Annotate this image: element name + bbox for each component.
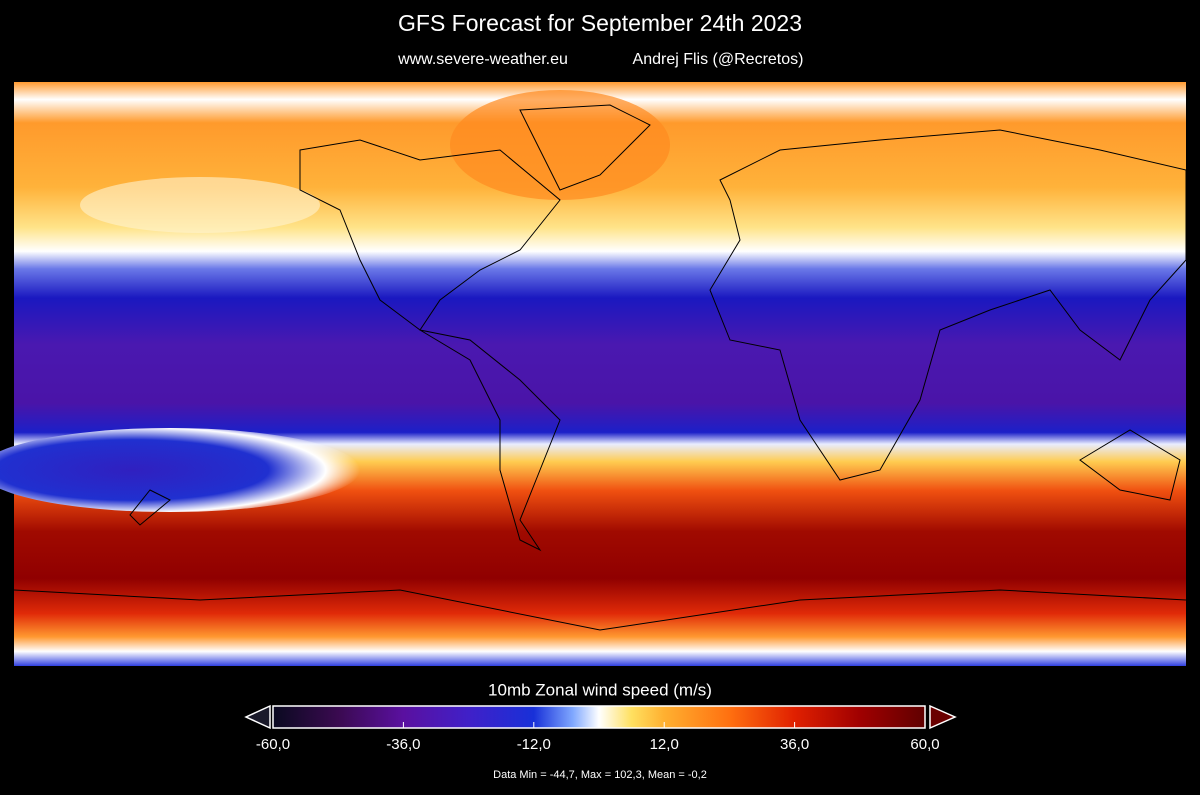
coastlines: [13, 104, 1187, 631]
wind-anomaly: [80, 177, 320, 233]
wind-anomaly: [0, 428, 360, 512]
colorbar-extend-high: [929, 704, 957, 730]
colorbar-tick-label: -12,0: [517, 736, 551, 753]
wind-anomaly: [450, 90, 670, 200]
colorbar-tick-label: 12,0: [650, 736, 679, 753]
colorbar-tick-label: -36,0: [386, 736, 420, 753]
stats: Data Min = -44,7, Max = 102,3, Mean = -0…: [493, 769, 707, 781]
colorbar-tick-label: -60,0: [256, 736, 290, 753]
colorbar-tick-label: 36,0: [780, 736, 809, 753]
map: [0, 82, 1187, 666]
title: GFS Forecast for September 24th 2023: [398, 10, 802, 36]
site: www.severe-weather.eu: [397, 51, 568, 68]
colorbar-tick-label: 60,0: [910, 736, 939, 753]
colorbar: [244, 704, 957, 730]
author: Andrej Flis (@Recretos): [633, 51, 804, 68]
colorbar-ramp: [272, 705, 926, 729]
colorbar-label: 10mb Zonal wind speed (m/s): [488, 680, 712, 699]
colorbar-extend-low: [244, 704, 271, 730]
